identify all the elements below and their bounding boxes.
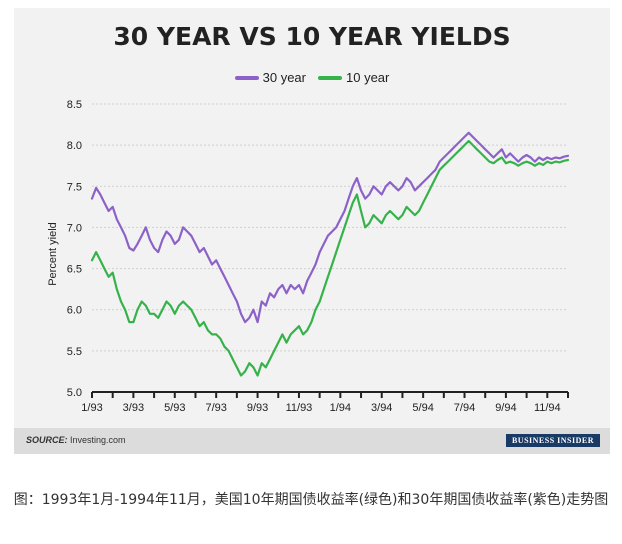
x-tick-label: 5/94 xyxy=(412,402,433,414)
series-line-30-year xyxy=(90,131,570,324)
source-bar: SOURCE: Investing.com BUSINESS INSIDER xyxy=(14,428,610,454)
business-insider-logo: BUSINESS INSIDER xyxy=(505,434,600,447)
legend-label-10-year: 10 year xyxy=(346,70,390,85)
x-tick-label: 1/94 xyxy=(330,402,351,414)
y-tick-label: 5.0 xyxy=(67,387,82,399)
chart-panel: 30 YEAR VS 10 YEAR YIELDS 30 year 10 yea… xyxy=(14,8,610,454)
y-tick-label: 6.0 xyxy=(67,305,82,317)
x-tick-label: 3/93 xyxy=(123,402,144,414)
x-tick-label: 9/93 xyxy=(247,402,268,414)
x-tick-label: 7/94 xyxy=(454,402,475,414)
source-label: SOURCE: xyxy=(26,435,68,445)
x-tick-label: 5/93 xyxy=(164,402,185,414)
x-tick-label: 1/93 xyxy=(81,402,102,414)
source-note: SOURCE: Investing.com xyxy=(26,435,126,445)
chart-title: 30 YEAR VS 10 YEAR YIELDS xyxy=(113,22,511,51)
source-text: Investing.com xyxy=(70,435,126,445)
x-tick-label: 9/94 xyxy=(495,402,516,414)
y-tick-label: 8.5 xyxy=(67,99,82,111)
figure-caption: 图：1993年1月-1994年11月，美国10年期国债收益率(绿色)和30年期国… xyxy=(13,492,609,508)
x-tick-label: 3/94 xyxy=(371,402,392,414)
y-tick-label: 7.0 xyxy=(67,222,82,234)
chart-plot: 5.0 5.5 6.0 6.5 7.0 7.5 8.0 8.5 1/93 3/93 5/93 7/9… xyxy=(47,99,570,414)
x-tick-label: 11/93 xyxy=(286,402,313,414)
x-axis: 1/93 3/93 5/93 7/93 9/93 11/93 1/94 3/94 5/94 7/9… xyxy=(81,391,569,414)
y-tick-labels: 5.0 5.5 6.0 6.5 7.0 7.5 8.0 8.5 xyxy=(67,99,82,399)
legend-swatch-10-year xyxy=(318,75,342,80)
y-tick-label: 7.5 xyxy=(67,181,82,193)
y-tick-label: 8.0 xyxy=(67,140,82,152)
series-line-10-year xyxy=(90,139,570,377)
legend-label-30-year: 30 year xyxy=(262,70,306,85)
legend-item-10-year: 10 year xyxy=(318,70,389,85)
legend-swatch-30-year xyxy=(234,75,259,80)
chart-legend: 30 year 10 year xyxy=(14,70,610,85)
grid-lines xyxy=(92,103,568,352)
x-tick-label: 7/93 xyxy=(205,402,226,414)
series-lines xyxy=(90,131,570,377)
x-tick-label: 11/94 xyxy=(534,402,561,414)
legend-item-30-year: 30 year xyxy=(234,70,306,85)
y-tick-label: 5.5 xyxy=(67,346,82,358)
y-axis-label: Percent yield xyxy=(47,222,59,286)
y-tick-label: 6.5 xyxy=(67,264,82,276)
